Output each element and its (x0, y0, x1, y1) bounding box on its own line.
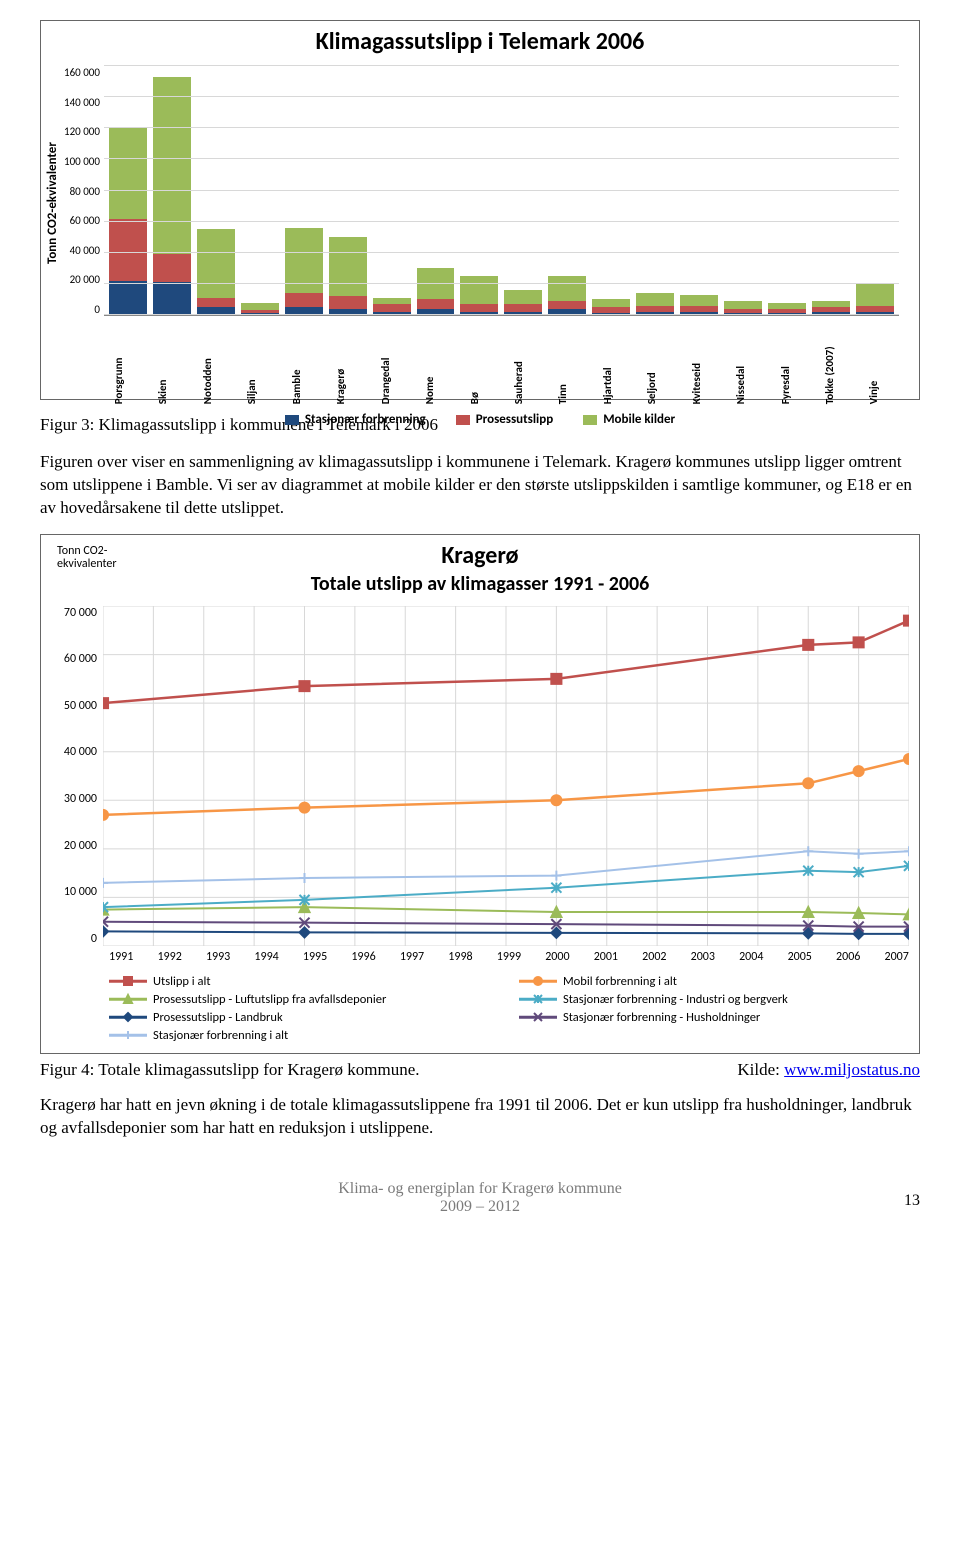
chart1-xlabels: PorsgrunnSkienNotoddenSiljanBambleKrager… (95, 348, 899, 362)
figure4-caption-text: Figur 4: Totale klimagassutslipp for Kra… (40, 1060, 420, 1080)
chart1-yticks: 160 000140 000120 000100 00080 00060 000… (64, 66, 104, 316)
figure4-caption: Figur 4: Totale klimagassutslipp for Kra… (40, 1060, 920, 1080)
chart2-legend: Utslipp i altMobil forbrenning i altPros… (109, 974, 909, 1043)
source-link[interactable]: www.miljostatus.no (784, 1060, 920, 1079)
page-number: 13 (904, 1192, 920, 1210)
chart2-xlabels: 1991199219931994199519961997199819992000… (109, 946, 909, 964)
chart1-container: Klimagassutslipp i Telemark 2006 Tonn CO… (40, 20, 920, 400)
chart2-plot (103, 606, 909, 946)
chart1-ylabel: Tonn CO2-ekvivalenter (41, 58, 64, 348)
chart2-subtitle: Totale utslipp av klimagasser 1991 - 200… (51, 572, 909, 596)
paragraph-1: Figuren over viser en sammenligning av k… (40, 451, 920, 520)
page-footer: Klima- og energiplan for Kragerø kommune… (40, 1180, 920, 1216)
chart2-container: Tonn CO2-ekvivalenter Kragerø Totale uts… (40, 534, 920, 1054)
chart1-title: Klimagassutslipp i Telemark 2006 (41, 21, 919, 58)
figure4-source: Kilde: www.miljostatus.no (737, 1060, 920, 1080)
chart2-yaxis-title: Tonn CO2-ekvivalenter (57, 545, 117, 571)
chart2-yticks: 70 00060 00050 00040 00030 00020 00010 0… (51, 606, 103, 946)
chart1-plot (104, 66, 899, 316)
chart2-title: Kragerø (51, 541, 909, 570)
paragraph-2: Kragerø har hatt en jevn økning i de tot… (40, 1094, 920, 1140)
